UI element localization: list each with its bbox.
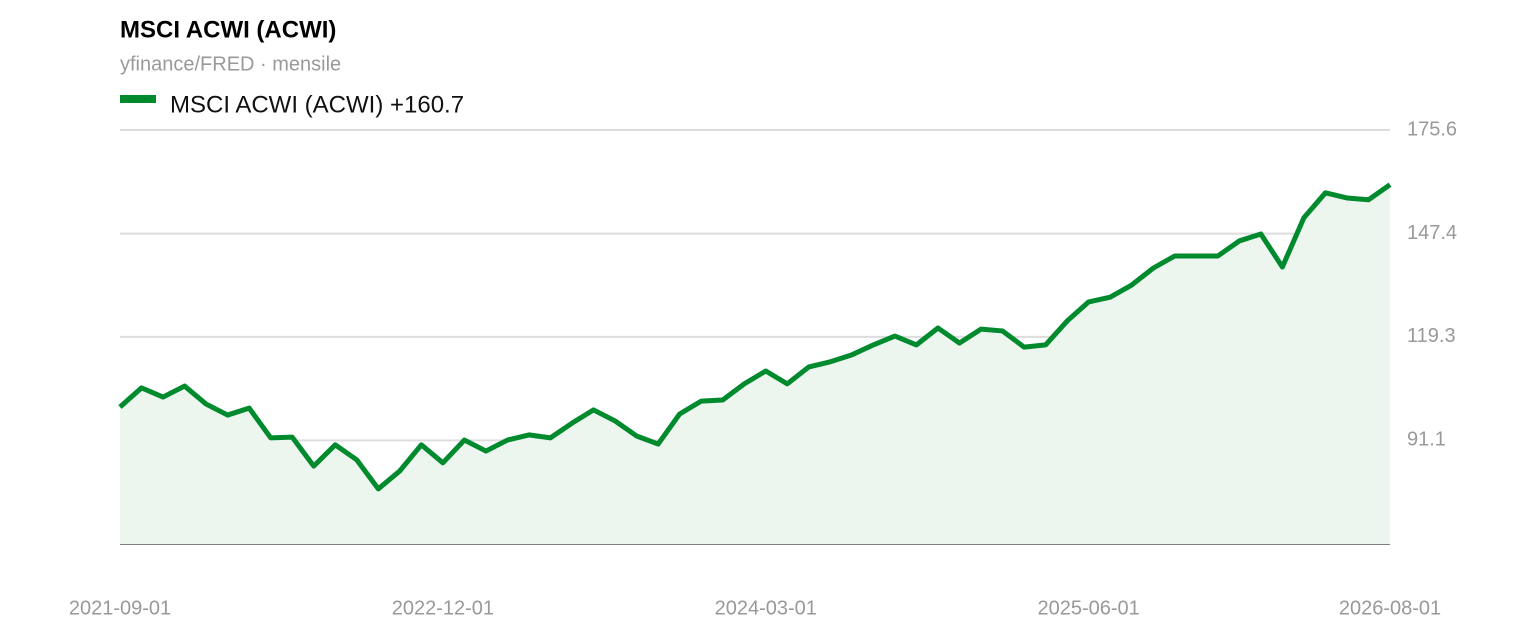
chart-title: MSCI ACWI (ACWI) <box>120 16 336 43</box>
y-tick-label: 91.1 <box>1407 429 1446 451</box>
x-tick-label: 2022-12-01 <box>392 597 494 619</box>
y-tick-label: 147.4 <box>1407 222 1457 244</box>
line <box>118 182 1392 492</box>
x-tick-label: 2021-09-01 <box>69 597 171 619</box>
x-tick-label: 2026-08-01 <box>1339 597 1441 619</box>
y-tick-label: 119.3 <box>1407 325 1456 347</box>
chart-subtitle: yfinance/FRED · mensile <box>120 53 341 75</box>
legend-swatch <box>120 95 156 103</box>
y-tick-label: 175.6 <box>1407 118 1457 140</box>
legend-label: MSCI ACWI (ACWI) +160.7 <box>170 91 464 118</box>
x-tick-label: 2024-03-01 <box>715 597 817 619</box>
x-tick-label: 2025-06-01 <box>1037 597 1139 619</box>
area <box>120 184 1390 545</box>
